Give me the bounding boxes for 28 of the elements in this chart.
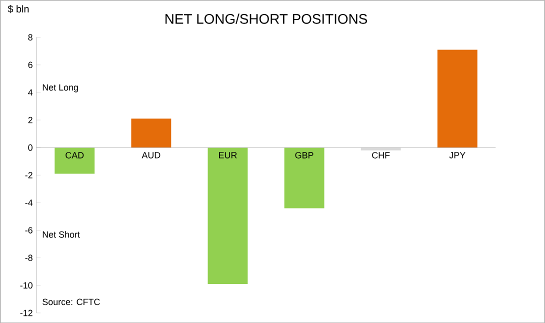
- x-tick-label: GBP: [295, 152, 314, 158]
- y-tick-label: 0: [28, 144, 32, 151]
- x-tick-label: CAD: [66, 152, 84, 158]
- bar: [437, 50, 478, 148]
- x-tick-label: AUD: [142, 152, 160, 158]
- x-tick-label: JPY: [449, 152, 466, 158]
- x-tick-label: EUR: [219, 152, 237, 158]
- y-axis-title: $ bln: [8, 4, 29, 13]
- y-tick-label: -2: [25, 172, 32, 178]
- annotation: Net Short: [42, 230, 80, 238]
- y-tick-label: -10: [20, 282, 32, 288]
- y-tick-label: 2: [28, 116, 32, 123]
- x-tick-label: CHF: [372, 152, 390, 158]
- annotation: Source: CFTC: [42, 298, 100, 305]
- y-tick-label: -6: [25, 226, 32, 234]
- bar: [208, 147, 248, 284]
- bar: [54, 147, 95, 174]
- bar: [284, 147, 324, 208]
- y-tick-label: -8: [25, 254, 32, 261]
- y-tick-label: 8: [28, 34, 32, 40]
- annotation: Net Long: [42, 84, 78, 92]
- y-tick-label: -12: [20, 310, 32, 316]
- y-tick-label: 6: [28, 62, 32, 68]
- y-tick-label: -4: [25, 199, 33, 206]
- bar: [360, 147, 401, 150]
- y-tick-label: 4: [28, 89, 33, 96]
- chart-title: NET LONG/SHORT POSITIONS: [166, 13, 368, 24]
- bar: [131, 118, 172, 148]
